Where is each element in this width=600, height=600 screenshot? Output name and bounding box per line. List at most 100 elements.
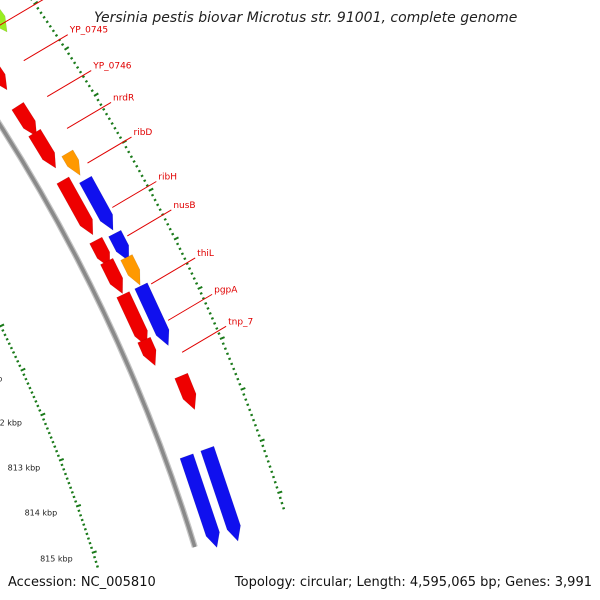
kbp-label: 815 kbp — [40, 554, 73, 563]
tick-mark — [58, 457, 65, 462]
gene-feature — [89, 236, 111, 269]
tick-mark — [1, 329, 5, 332]
tick-mark — [264, 454, 268, 458]
tick-mark — [49, 436, 53, 439]
tick-mark — [99, 103, 103, 107]
tick-mark — [272, 475, 276, 479]
gene-feature — [179, 453, 220, 549]
tick-mark — [110, 121, 114, 125]
tick-mark — [116, 131, 120, 135]
kbp-label: 814 kbp — [25, 509, 58, 518]
tick-mark — [67, 481, 71, 485]
tick-mark — [253, 423, 257, 427]
gene-label-group: vlYP_0745YP_0746nrdRribDribHnusBthiLpgpA… — [0, 0, 253, 353]
tick-mark — [45, 20, 49, 24]
tick-mark — [0, 323, 5, 328]
tick-mark — [178, 247, 182, 251]
gene-feature — [100, 257, 124, 295]
tick-mark — [173, 236, 179, 241]
tick-mark — [232, 367, 236, 371]
tick-mark — [28, 386, 32, 390]
tick-mark — [75, 503, 82, 508]
tick-mark — [18, 364, 22, 368]
tick-mark — [278, 496, 282, 500]
tick-mark — [77, 509, 81, 513]
kbp-label-group: 804 kbp805 kbp806 kbp807 kbp808 kbp809 k… — [0, 374, 73, 563]
tick-mark — [48, 24, 52, 28]
tick-mark — [65, 477, 69, 480]
tick-mark — [280, 501, 284, 505]
genome-backbone — [0, 119, 198, 548]
tick-mark — [102, 107, 106, 111]
tick-mark — [33, 0, 39, 6]
tick-mark — [38, 409, 42, 412]
tick-mark — [118, 136, 123, 140]
gene-feature — [137, 336, 157, 367]
tick-mark — [268, 465, 272, 468]
tick-mark — [80, 518, 84, 522]
kbp-label: 811 kbp — [0, 374, 2, 383]
gene-label: nusB — [173, 201, 195, 211]
tick-mark — [91, 550, 97, 554]
gene-label: thiL — [197, 249, 214, 259]
tick-mark — [85, 532, 89, 536]
tick-mark — [234, 372, 238, 376]
gene-feature — [0, 8, 8, 33]
tick-mark — [185, 262, 189, 266]
gene-label: YP_0745 — [69, 26, 108, 36]
tick-mark — [140, 174, 144, 178]
tick-mark — [228, 357, 232, 361]
tick-mark — [84, 79, 88, 83]
tick-mark — [270, 470, 274, 474]
tick-mark — [75, 65, 80, 70]
leader-line — [46, 70, 92, 98]
tick-mark — [266, 460, 270, 463]
tick-mark — [32, 395, 36, 399]
tick-mark — [95, 565, 99, 568]
tick-mark — [150, 193, 155, 197]
tick-mark — [93, 555, 97, 559]
tick-mark — [20, 367, 26, 372]
gene-feature — [28, 128, 57, 169]
tick-mark — [250, 413, 254, 417]
tick-mark — [259, 438, 265, 443]
leader-line — [112, 181, 157, 208]
gene-feature — [120, 254, 141, 286]
tick-mark — [34, 400, 38, 403]
tick-mark — [40, 412, 46, 417]
leader-line — [0, 0, 44, 26]
gene-feature — [108, 229, 130, 262]
tick-mark — [176, 242, 180, 246]
tick-mark — [104, 112, 109, 116]
tick-mark — [145, 184, 149, 187]
leader-line — [150, 257, 196, 285]
gene-label: ribD — [134, 128, 153, 138]
tick-mark — [14, 355, 18, 359]
tick-mark — [51, 29, 55, 33]
tick-mark — [215, 327, 219, 330]
tick-mark — [148, 187, 154, 192]
tick-mark — [107, 117, 111, 121]
tick-mark — [63, 46, 70, 51]
tick-mark — [221, 342, 225, 346]
tick-mark — [113, 126, 117, 130]
tick-mark — [42, 15, 46, 19]
gene-features — [0, 8, 241, 549]
tick-mark — [236, 377, 240, 381]
tick-mark — [244, 398, 248, 401]
tick-mark — [188, 267, 192, 271]
map-title: Yersinia pestis biovar Microtus str. 910… — [94, 10, 518, 26]
tick-mark — [275, 486, 279, 489]
tick-mark — [70, 490, 74, 494]
leader-line — [181, 325, 227, 353]
tick-mark — [53, 445, 57, 449]
accession-text: Accession: NC_005810 — [8, 575, 156, 590]
tick-mark — [9, 346, 13, 350]
tick-mark — [171, 232, 175, 236]
tick-mark — [7, 342, 11, 346]
tick-mark — [183, 257, 187, 261]
tick-mark — [143, 179, 147, 183]
gene-label: YP_0746 — [92, 62, 132, 72]
inner-tick-ring — [0, 321, 99, 568]
